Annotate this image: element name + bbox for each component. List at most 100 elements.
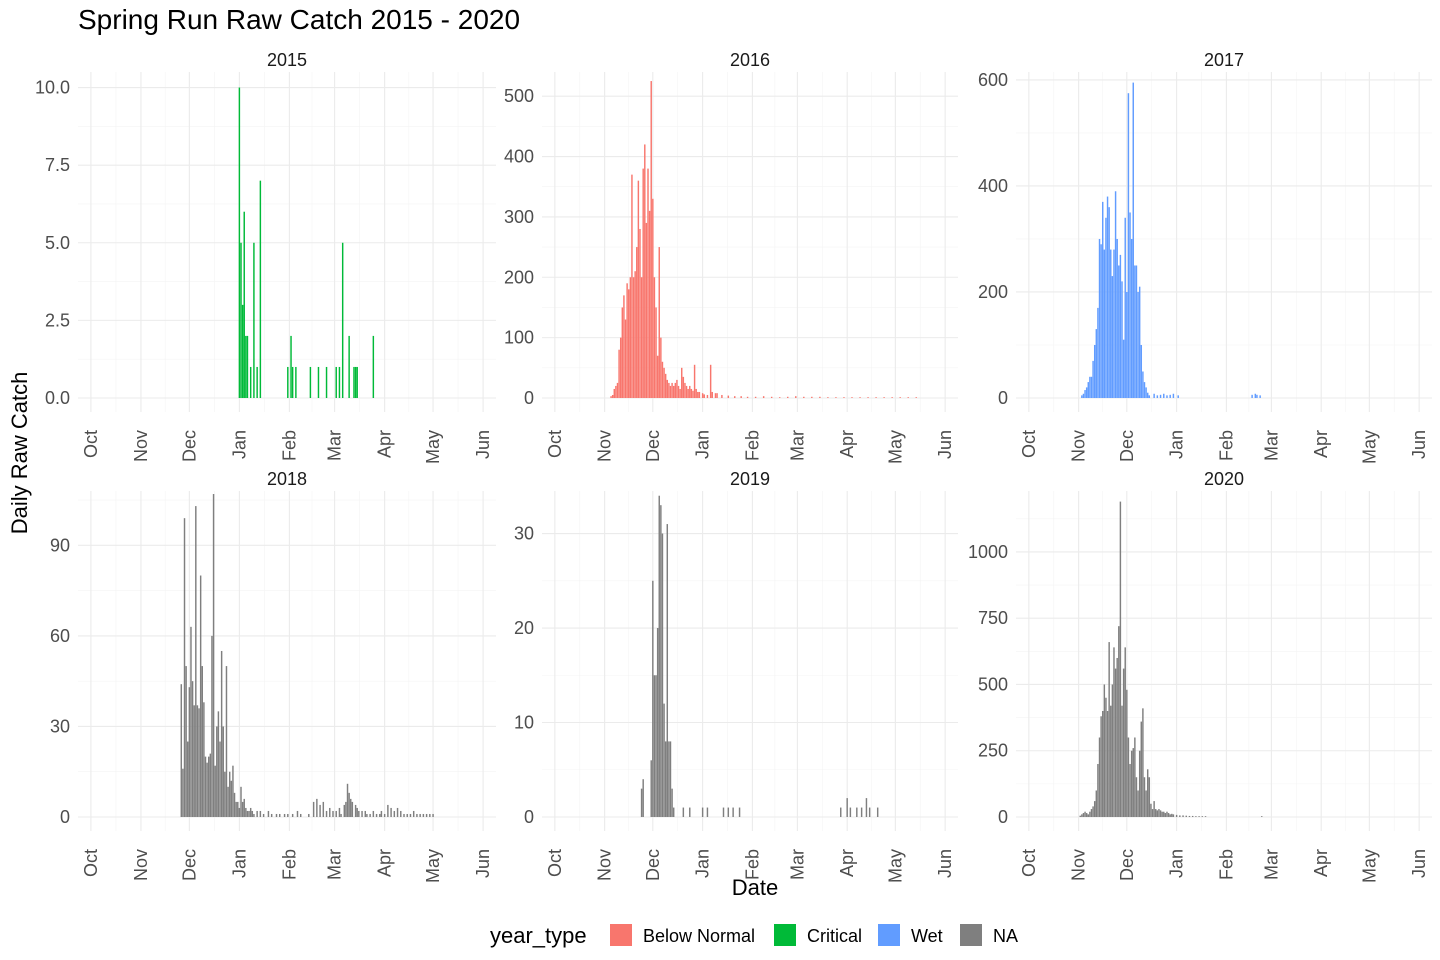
bar [1204, 816, 1207, 817]
bar [666, 524, 669, 817]
x-tick-label: Dec [1117, 430, 1137, 462]
bar [356, 807, 358, 817]
bar [1169, 814, 1171, 817]
bar [624, 319, 627, 398]
bar [1119, 254, 1122, 398]
bar [632, 277, 635, 398]
bar [279, 813, 281, 817]
bar [245, 807, 247, 817]
x-tick-label: May [885, 849, 905, 883]
bar [727, 395, 730, 398]
bar [335, 366, 337, 398]
bar [209, 753, 212, 817]
bar [1172, 814, 1175, 817]
bar [1134, 265, 1136, 398]
y-tick-label: 7.5 [45, 155, 70, 175]
legend-title: year_type [490, 923, 587, 948]
x-tick-label: Oct [1019, 849, 1039, 877]
x-tick-label: Apr [1311, 430, 1331, 458]
bar [867, 397, 869, 398]
bar [849, 807, 852, 817]
bar [1161, 811, 1163, 817]
bar [1111, 684, 1114, 817]
bar [1251, 394, 1253, 398]
bar [256, 810, 258, 817]
bar [354, 366, 357, 398]
bar [610, 396, 612, 398]
bar [631, 174, 633, 398]
bar [907, 397, 909, 398]
y-tick-label: 5.0 [45, 233, 70, 253]
bar [243, 211, 245, 398]
bar [1092, 806, 1094, 817]
facet-panel-2017: 2017 0 200 400 600 Oct Nov Dec Jan Feb Mar Apr May Ju… [978, 50, 1432, 464]
bar [1185, 815, 1187, 817]
bar [722, 807, 725, 817]
bar [319, 804, 321, 817]
bar [650, 81, 652, 399]
bar [316, 798, 318, 817]
bar [188, 687, 191, 817]
bar [238, 87, 241, 399]
bar [1127, 737, 1130, 817]
bar [1116, 657, 1118, 817]
bar [1164, 813, 1167, 817]
bar [647, 168, 649, 398]
bar [338, 366, 341, 398]
bar [299, 813, 302, 817]
bar [613, 388, 616, 398]
bar [343, 804, 346, 817]
bar [701, 393, 704, 398]
y-tick-label: 30 [514, 524, 534, 544]
bar [1130, 750, 1133, 817]
bar [211, 635, 213, 817]
bar [1142, 371, 1144, 398]
facet-panel-2016: 2016 0 100 200 300 400 500 Oct Nov Dec Jan Feb Mar Ap… [504, 50, 958, 464]
bar [669, 385, 672, 398]
y-tick-label: 0 [524, 807, 534, 827]
bar [259, 810, 262, 817]
bar [1087, 382, 1090, 398]
bar [400, 810, 402, 817]
bar [640, 788, 643, 817]
bar [621, 307, 624, 398]
bar [716, 393, 718, 398]
bar [419, 813, 421, 817]
bar [1093, 344, 1096, 398]
bar [690, 388, 693, 398]
bar [1166, 811, 1168, 817]
bar [740, 396, 742, 398]
bar [372, 810, 375, 817]
bar [1135, 265, 1138, 398]
y-tick-label: 2.5 [45, 310, 70, 330]
bar [1097, 307, 1099, 398]
bar [734, 396, 736, 398]
bar [1105, 697, 1107, 817]
x-tick-label: Dec [1117, 849, 1137, 881]
x-tick-label: Apr [1311, 849, 1331, 877]
bar [1085, 387, 1088, 398]
y-tick-label: 90 [50, 535, 70, 555]
bar [216, 726, 218, 817]
bar [1108, 207, 1110, 398]
bar [891, 397, 893, 398]
bar [1135, 777, 1138, 817]
bar [1156, 395, 1159, 398]
bar [827, 397, 829, 398]
bar [1159, 394, 1162, 398]
bar [1177, 395, 1179, 398]
x-tick-label: Mar [1261, 849, 1281, 880]
bar [350, 798, 352, 817]
bar [843, 397, 845, 398]
bar [329, 807, 331, 817]
bar [648, 210, 651, 398]
bar [256, 366, 258, 398]
bar [312, 801, 315, 817]
bar [674, 382, 677, 398]
x-tick-label: Feb [1216, 849, 1236, 880]
x-tick-label: Apr [375, 849, 395, 877]
bar [1195, 816, 1197, 817]
bar [1191, 815, 1194, 817]
bar [1106, 196, 1109, 398]
y-tick-label: 0 [524, 388, 534, 408]
